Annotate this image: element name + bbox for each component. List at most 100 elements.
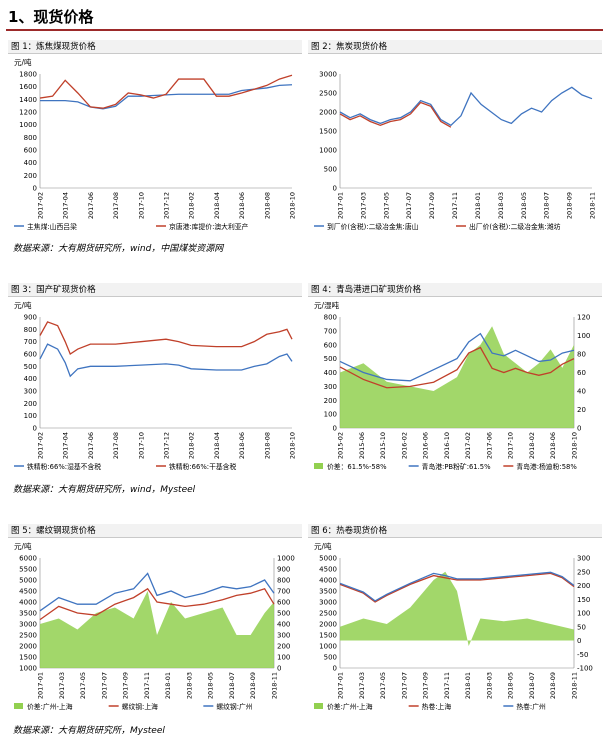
x-tick-label: 2017-05 <box>382 192 390 219</box>
x-tick-label: 2017-11 <box>451 192 459 219</box>
x-tick-label: 2018-03 <box>185 672 193 699</box>
source-note-1: 数据来源：大有期货研究所，wind，中国煤炭资源网 <box>13 244 224 254</box>
y-tick-label: 1000 <box>319 643 337 651</box>
x-tick-label: 2017-04 <box>62 432 70 459</box>
x-tick-label: 2018-07 <box>528 672 536 699</box>
y-tick-label: 100 <box>24 412 37 420</box>
source-note-2: 数据来源：大有期货研究所，wind，Mysteel <box>13 485 196 495</box>
x-tick-label: 2017-07 <box>100 672 108 699</box>
unit-label: 元/吨 <box>14 57 32 67</box>
x-tick-label: 2017-07 <box>400 672 408 699</box>
y2-tick-label: 100 <box>577 610 590 618</box>
x-tick-label: 2018-02 <box>188 192 196 219</box>
series-line <box>39 74 293 109</box>
y-tick-label: 500 <box>324 166 337 174</box>
x-tick-label: 2017-11 <box>443 672 451 699</box>
y-tick-label: 300 <box>324 383 337 391</box>
series-line <box>339 572 575 603</box>
series-line <box>39 343 293 378</box>
x-tick-label: 2018-06 <box>238 432 246 459</box>
chart-title-1: 图 1：炼焦煤现货价格 <box>8 40 302 54</box>
x-tick-label: 2015-10 <box>379 432 387 459</box>
legend-swatch <box>314 703 323 709</box>
y2-tick-label: 200 <box>577 582 590 590</box>
x-tick-label: 2017-03 <box>358 672 366 699</box>
series-line <box>339 101 452 128</box>
chart-1: 元/吨 0 200 400 600 800 1000 1200 1400 1600 1800 2017… <box>14 57 297 231</box>
y-tick-label: 400 <box>24 375 37 383</box>
y-tick-label: 2000 <box>319 109 337 117</box>
y2-tick-label: 200 <box>277 643 290 651</box>
chart-panel-6: 图 6：热卷现货价格 元/吨 0 500 1000 1500 2000 2500 3000 35… <box>308 524 602 720</box>
series-line <box>339 86 593 127</box>
x-tick-label: 2017-10 <box>137 432 145 459</box>
y-tick-label: 1000 <box>19 121 37 129</box>
x-tick-label: 2018-01 <box>464 672 472 699</box>
chart-panel-2: 图 2：焦炭现货价格 0 500 1000 1500 2000 2500 3000 2017-… <box>308 40 602 240</box>
x-tick-label: 2018-10 <box>289 432 297 459</box>
x-tick-label: 2018-01 <box>474 192 482 219</box>
y-tick-label: 4500 <box>19 588 37 596</box>
x-tick-label: 2017-03 <box>58 672 66 699</box>
chart-panel-5: 图 5：螺纹钢现货价格 元/吨 1000 1500 2000 2500 3000 3500 4… <box>8 524 302 720</box>
y-tick-label: 3000 <box>19 621 37 629</box>
y-tick-label: 4000 <box>319 577 337 585</box>
x-tick-label: 2018-06 <box>549 432 557 459</box>
x-tick-label: 2017-02 <box>37 432 45 459</box>
y-tick-label: 2500 <box>319 90 337 98</box>
y-tick-label: 500 <box>324 654 337 662</box>
y-tick-label: 1000 <box>19 665 37 673</box>
y2-tick-label: 100 <box>277 654 290 662</box>
y-tick-label: 1000 <box>319 147 337 155</box>
y-tick-label: 500 <box>24 363 37 371</box>
y-tick-label: 900 <box>24 314 37 322</box>
y-tick-label: 600 <box>24 351 37 359</box>
y2-tick-label: 300 <box>577 555 590 563</box>
x-tick-label: 2017-01 <box>37 672 45 699</box>
x-tick-label: 2018-02 <box>528 432 536 459</box>
y-tick-label: 400 <box>24 159 37 167</box>
chart-title-3: 图 3：国产矿现货价格 <box>8 283 302 297</box>
legend-label: 到厂价(含税):二级冶金焦:唐山 <box>327 222 419 231</box>
y-tick-label: 4500 <box>319 566 337 574</box>
x-tick-label: 2018-05 <box>207 672 215 699</box>
series-line <box>39 321 293 355</box>
x-tick-label: 2017-11 <box>143 672 151 699</box>
legend-label: 价差:广州-上海 <box>27 702 73 711</box>
y2-tick-label: 50 <box>577 623 586 631</box>
y-tick-label: 200 <box>24 172 37 180</box>
legend-label: 铁精粉:66%:干基含税 <box>169 462 236 471</box>
legend-swatch <box>314 463 323 469</box>
y2-tick-label: 250 <box>577 568 590 576</box>
chart-panel-1: 图 1：炼焦煤现货价格 元/吨 0 200 400 600 800 1000 1200 1400… <box>8 40 302 240</box>
y-tick-label: 1600 <box>19 83 37 91</box>
chart-title-5: 图 5：螺纹钢现货价格 <box>8 524 302 538</box>
y-tick-label: 0 <box>333 425 337 433</box>
x-tick-label: 2018-02 <box>188 432 196 459</box>
y-tick-label: 0 <box>333 665 337 673</box>
y2-tick-label: 60 <box>577 369 586 377</box>
x-tick-label: 2016-02 <box>400 432 408 459</box>
y2-tick-label: 0 <box>577 425 581 433</box>
y-tick-label: 400 <box>324 369 337 377</box>
y-tick-label: 2500 <box>19 632 37 640</box>
x-tick-label: 2018-11 <box>571 672 579 699</box>
y2-tick-label: 0 <box>277 665 281 673</box>
y2-tick-label: 120 <box>577 314 590 322</box>
y-tick-label: 700 <box>324 327 337 335</box>
unit-label: 元/吨 <box>14 300 32 310</box>
series-line <box>39 587 275 621</box>
y2-tick-label: 700 <box>277 588 290 596</box>
x-tick-label: 2017-05 <box>379 672 387 699</box>
x-tick-label: 2017-09 <box>122 672 130 699</box>
y-tick-label: 800 <box>324 314 337 322</box>
x-tick-label: 2017-03 <box>359 192 367 219</box>
x-tick-label: 2017-01 <box>337 672 345 699</box>
x-tick-label: 2017-10 <box>507 432 515 459</box>
x-tick-label: 2017-08 <box>112 192 120 219</box>
x-tick-label: 2018-01 <box>164 672 172 699</box>
source-note-3: 数据来源：大有期货研究所，Mysteel <box>13 726 165 736</box>
x-tick-label: 2018-04 <box>213 192 221 219</box>
y-tick-label: 0 <box>33 425 37 433</box>
y-tick-label: 2500 <box>319 610 337 618</box>
